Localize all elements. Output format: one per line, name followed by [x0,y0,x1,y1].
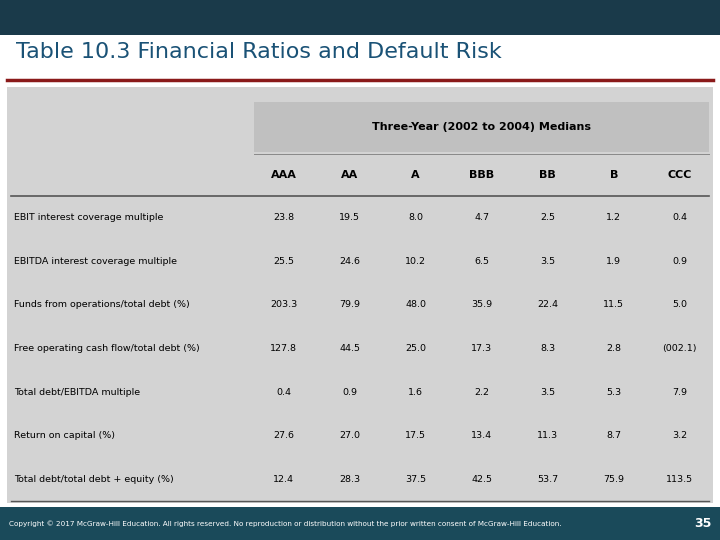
Text: 8.3: 8.3 [540,344,555,353]
Text: 35: 35 [694,517,711,530]
Text: 53.7: 53.7 [537,475,558,484]
Text: 3.5: 3.5 [540,388,555,396]
Text: 1.9: 1.9 [606,256,621,266]
Text: 75.9: 75.9 [603,475,624,484]
Text: 1.6: 1.6 [408,388,423,396]
Text: 0.4: 0.4 [276,388,291,396]
Text: 11.5: 11.5 [603,300,624,309]
Text: 5.3: 5.3 [606,388,621,396]
Text: 35.9: 35.9 [471,300,492,309]
Text: AA: AA [341,170,359,180]
Text: 19.5: 19.5 [339,213,360,222]
Text: 2.5: 2.5 [540,213,555,222]
Text: Total debt/total debt + equity (%): Total debt/total debt + equity (%) [14,475,174,484]
Text: 0.9: 0.9 [672,256,688,266]
Text: 3.2: 3.2 [672,431,688,440]
Text: 23.8: 23.8 [273,213,294,222]
Text: 0.4: 0.4 [672,213,688,222]
Text: AAA: AAA [271,170,297,180]
Text: 22.4: 22.4 [537,300,558,309]
Text: 8.0: 8.0 [408,213,423,222]
Text: 6.5: 6.5 [474,256,489,266]
Text: 44.5: 44.5 [339,344,360,353]
Text: 8.7: 8.7 [606,431,621,440]
Text: 27.6: 27.6 [273,431,294,440]
Text: 11.3: 11.3 [537,431,558,440]
Text: 4.7: 4.7 [474,213,489,222]
Text: 25.0: 25.0 [405,344,426,353]
Text: Total debt/EBITDA multiple: Total debt/EBITDA multiple [14,388,140,396]
Text: 25.5: 25.5 [273,256,294,266]
Text: 2.2: 2.2 [474,388,489,396]
Text: Table 10.3 Financial Ratios and Default Risk: Table 10.3 Financial Ratios and Default … [16,42,502,62]
Text: 17.3: 17.3 [471,344,492,353]
Text: 27.0: 27.0 [339,431,360,440]
Text: (002.1): (002.1) [662,344,697,353]
Text: 1.2: 1.2 [606,213,621,222]
Text: 3.5: 3.5 [540,256,555,266]
Text: 28.3: 28.3 [339,475,360,484]
Text: BB: BB [539,170,556,180]
Text: 10.2: 10.2 [405,256,426,266]
Text: A: A [411,170,420,180]
Text: 42.5: 42.5 [471,475,492,484]
Text: Free operating cash flow/total debt (%): Free operating cash flow/total debt (%) [14,344,200,353]
Text: 113.5: 113.5 [666,475,693,484]
Text: Funds from operations/total debt (%): Funds from operations/total debt (%) [14,300,190,309]
Text: Three-Year (2002 to 2004) Medians: Three-Year (2002 to 2004) Medians [372,122,591,132]
Text: 127.8: 127.8 [270,344,297,353]
Text: B: B [610,170,618,180]
Bar [254,102,709,152]
Text: 17.5: 17.5 [405,431,426,440]
Text: EBITDA interest coverage multiple: EBITDA interest coverage multiple [14,256,177,266]
Text: 48.0: 48.0 [405,300,426,309]
Text: 2.8: 2.8 [606,344,621,353]
Text: 37.5: 37.5 [405,475,426,484]
Text: 24.6: 24.6 [339,256,360,266]
Text: Copyright © 2017 McGraw-Hill Education. All rights reserved. No reproduction or : Copyright © 2017 McGraw-Hill Education. … [9,520,561,526]
Text: 13.4: 13.4 [471,431,492,440]
Text: 12.4: 12.4 [273,475,294,484]
Text: BBB: BBB [469,170,494,180]
Text: 5.0: 5.0 [672,300,688,309]
Text: CCC: CCC [667,170,692,180]
Text: Return on capital (%): Return on capital (%) [14,431,115,440]
Text: 203.3: 203.3 [270,300,297,309]
Text: EBIT interest coverage multiple: EBIT interest coverage multiple [14,213,163,222]
Text: 0.9: 0.9 [342,388,357,396]
Text: 79.9: 79.9 [339,300,360,309]
Text: 7.9: 7.9 [672,388,688,396]
